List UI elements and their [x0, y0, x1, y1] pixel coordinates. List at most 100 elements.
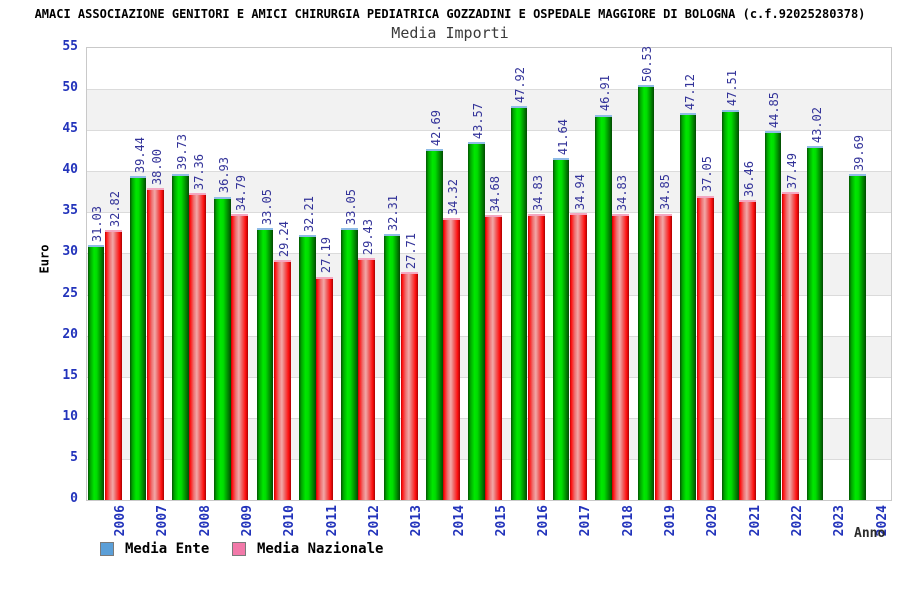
bar-value-label: 27.19	[319, 237, 334, 274]
bar-media-nazionale-2021	[739, 200, 757, 500]
bar-media-nazionale-2012	[358, 258, 376, 500]
legend-item-media-nazionale: Media Nazionale	[232, 541, 383, 557]
x-tick-label: 2016	[536, 505, 552, 537]
bar-media-ente-2015	[468, 141, 485, 500]
bar-media-nazionale-2011	[316, 276, 334, 500]
bar-media-nazionale-2017	[569, 212, 587, 500]
y-tick-label: 55	[62, 39, 78, 54]
bar-value-label: 33.05	[344, 189, 359, 226]
bar-value-label: 36.93	[217, 157, 232, 194]
bar-media-ente-2013	[383, 234, 401, 500]
bar-media-ente-2010	[256, 228, 274, 500]
plot-band	[87, 89, 891, 131]
bar-media-nazionale-2019	[654, 213, 672, 500]
bar-media-ente-2009	[214, 196, 231, 500]
bar-value-label: 34.85	[657, 174, 672, 211]
bar-media-nazionale-2013	[400, 272, 418, 500]
y-tick-label: 25	[62, 285, 78, 301]
bar-value-label: 27.71	[403, 233, 418, 270]
bar-media-ente-2022	[764, 131, 782, 500]
y-tick-label: 40	[62, 162, 78, 178]
gridline	[87, 171, 891, 172]
bar-value-label: 31.03	[90, 205, 105, 242]
bar-media-nazionale-2008	[189, 192, 207, 500]
x-tick-label: 2007	[155, 505, 171, 537]
legend-item-media-ente: Media Ente	[100, 541, 209, 557]
bar-value-label: 44.85	[767, 92, 782, 129]
gridline	[87, 89, 891, 90]
bar-value-label: 37.36	[192, 153, 207, 190]
y-tick-label: 0	[70, 491, 78, 506]
bar-value-label: 32.82	[107, 191, 122, 228]
bar-media-nazionale-2022	[781, 191, 799, 500]
bar-value-label: 50.53	[640, 45, 655, 82]
bar-media-nazionale-2009	[231, 214, 249, 500]
bar-media-ente-2014	[426, 149, 443, 500]
legend-label-media-ente: Media Ente	[125, 541, 210, 557]
x-tick-label: 2006	[113, 505, 128, 537]
bar-value-label: 32.31	[386, 195, 401, 232]
bar-value-label: 39.73	[174, 134, 189, 171]
bar-value-label: 33.05	[259, 189, 274, 226]
bar-media-nazionale-2007	[146, 187, 164, 500]
bar-value-label: 34.68	[488, 175, 503, 212]
x-axis-title: Anno	[854, 526, 886, 541]
bar-value-label: 34.79	[234, 174, 249, 212]
gridline	[87, 130, 891, 131]
bar-value-label: 47.51	[724, 70, 739, 107]
y-tick-label: 15	[62, 367, 78, 383]
y-tick-label: 30	[62, 244, 78, 260]
bar-value-label: 43.57	[471, 102, 486, 139]
gridline	[87, 212, 891, 213]
chart-subtitle: Media Importi	[391, 24, 509, 42]
bar-value-label: 37.05	[699, 156, 714, 193]
bar-value-label: 34.83	[530, 174, 545, 211]
bar-media-nazionale-2010	[273, 259, 291, 500]
x-tick-label: 2009	[239, 505, 255, 537]
bar-media-ente-2012	[341, 228, 358, 500]
x-tick-label: 2019	[663, 505, 679, 537]
bar-value-label: 34.94	[572, 173, 587, 210]
bar-media-ente-2007	[129, 175, 147, 500]
x-tick-label: 2008	[197, 505, 213, 537]
bar-value-label: 29.24	[276, 220, 291, 257]
bar-media-nazionale-2015	[485, 215, 503, 500]
x-tick-label: 2010	[282, 505, 298, 537]
bar-value-label: 43.02	[809, 107, 824, 144]
bar-value-label: 39.69	[851, 134, 866, 171]
y-tick-label: 35	[62, 203, 78, 219]
bar-value-label: 47.92	[513, 67, 528, 104]
legend-swatch-media-ente	[100, 542, 114, 556]
x-tick-label: 2013	[409, 505, 425, 537]
bar-value-label: 34.83	[615, 174, 630, 211]
x-tick-label: 2018	[620, 505, 636, 537]
bar-value-label: 41.64	[555, 118, 570, 155]
bar-media-nazionale-2020	[696, 195, 714, 500]
y-tick-label: 20	[62, 326, 78, 342]
bar-value-label: 46.91	[598, 75, 613, 112]
y-tick-label: 5	[70, 449, 78, 465]
x-tick-label: 2020	[705, 505, 721, 537]
bar-media-ente-2016	[510, 106, 528, 500]
bar-media-nazionale-2014	[443, 217, 461, 500]
bar-media-ente-2023	[806, 146, 824, 500]
bar-media-nazionale-2006	[104, 230, 122, 500]
x-tick-label: 2012	[366, 505, 382, 537]
x-tick-label: 2022	[790, 505, 806, 537]
bar-media-ente-2024	[849, 173, 866, 500]
x-tick-label: 2011	[324, 505, 340, 537]
bar-media-ente-2006	[87, 245, 104, 500]
y-tick-label: 10	[62, 408, 78, 424]
bar-value-label: 38.00	[149, 148, 164, 185]
bar-value-label: 36.46	[742, 161, 757, 198]
x-tick-label: 2021	[747, 505, 763, 537]
y-tick-label: 45	[62, 121, 78, 137]
bar-media-ente-2018	[595, 114, 612, 500]
bar-media-ente-2020	[679, 112, 697, 500]
bar-media-ente-2019	[637, 84, 655, 500]
bar-value-label: 42.69	[428, 110, 443, 147]
bar-media-ente-2017	[552, 157, 570, 500]
y-tick-label: 50	[62, 80, 78, 96]
bar-media-ente-2008	[172, 173, 189, 500]
bar-media-nazionale-2018	[612, 213, 630, 500]
